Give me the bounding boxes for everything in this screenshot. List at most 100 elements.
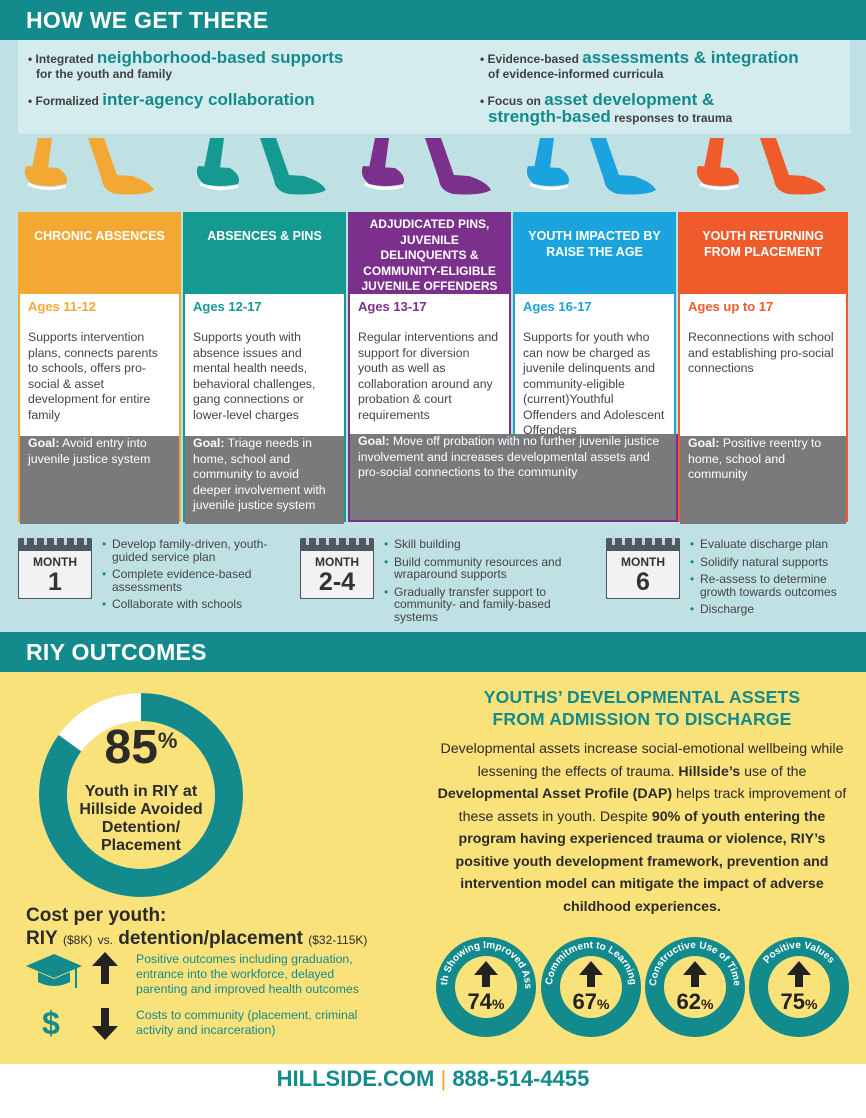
- intro-post: of evidence-informed curricula: [488, 67, 664, 81]
- intro-pre: • Integrated: [28, 52, 97, 66]
- calendar-month-number: 2-4: [318, 568, 356, 596]
- goal-label: Goal:: [193, 436, 225, 450]
- column-heading: YOUTH IMPACTED BY RAISE THE AGE: [515, 214, 674, 294]
- community-costs-text: Costs to community (placement, criminal …: [136, 1008, 358, 1037]
- badge-number: 74: [467, 989, 493, 1014]
- goal-label: Goal:: [358, 434, 390, 448]
- badge-graphic: Commitment to Learning: [541, 937, 641, 1037]
- section-title: HOW WE GET THERE: [26, 6, 269, 33]
- donut-value-arc: [39, 693, 243, 897]
- walking-feet-icon: [696, 138, 826, 195]
- percent-sign: %: [805, 996, 818, 1012]
- intro-emphasis: neighborhood-based supports: [96, 48, 344, 67]
- arrow-down-icon: [92, 1008, 118, 1040]
- cost-vs: vs.: [97, 933, 113, 947]
- dollar-icon: $: [42, 1005, 60, 1041]
- badge-number: 75: [780, 989, 806, 1014]
- column-goal: Goal: Positive reentry to home, school a…: [680, 436, 846, 524]
- step-item: Discharge: [690, 603, 858, 616]
- intro-item-3: • Evidence-based assessments & integrati…: [480, 49, 799, 82]
- walking-feet-icon: [24, 138, 154, 195]
- cost-comparison: RIY ($8K) vs. detention/placement ($32-1…: [26, 928, 367, 950]
- goal-text: Triage needs in home, school and communi…: [193, 436, 326, 512]
- intro-emphasis: asset development &: [544, 90, 715, 109]
- column-description: Reconnections with school and establishi…: [688, 330, 834, 375]
- column-goal: Goal: Avoid entry into juvenile justice …: [20, 436, 179, 524]
- badge-graphic: Positive Values: [749, 937, 849, 1037]
- column-goal: Goal: Triage needs in home, school and c…: [185, 436, 344, 524]
- badge-number: 67: [572, 989, 598, 1014]
- arrow-up-icon: [474, 961, 498, 987]
- badge-graphic: Constructive Use of Time: [645, 937, 745, 1037]
- donut-percentage: 85%: [36, 720, 246, 775]
- column-ages: Ages 12-17: [185, 294, 344, 330]
- percent-sign: %: [157, 728, 178, 753]
- column-heading: CHRONIC ABSENCES: [20, 214, 179, 294]
- goal-text: Move off probation with no further juven…: [358, 434, 660, 479]
- intro-box: • Integrated neighborhood-based supports…: [18, 40, 850, 134]
- step-item: Develop family-driven, youth-guided serv…: [102, 538, 272, 563]
- column-description: Supports intervention plans, connects pa…: [28, 330, 158, 422]
- step-item: Gradually transfer support to community-…: [384, 585, 574, 624]
- column-ages: Ages up to 17: [680, 294, 846, 330]
- assets-body-bold: Developmental Asset Profile (DAP): [437, 786, 673, 802]
- assets-title: YOUTHS’ DEVELOPMENTAL ASSETS FROM ADMISS…: [434, 686, 850, 730]
- section-header-riy-outcomes: RIY OUTCOMES: [0, 632, 866, 672]
- column-heading: ADJUDICATED PINS, JUVENILE DELINQUENTS &…: [350, 214, 509, 294]
- month-2-4-steps: Skill building Build community resources…: [384, 538, 574, 628]
- walking-feet-icon: [361, 138, 491, 195]
- assets-title-line-1: YOUTHS’ DEVELOPMENTAL ASSETS: [483, 687, 801, 707]
- step-item: Re-assess to determine growth towards ou…: [690, 573, 858, 598]
- section-header-how-we-get-there: HOW WE GET THERE: [0, 0, 866, 40]
- column-description: Supports youth with absence issues and m…: [193, 330, 316, 422]
- goal-label: Goal:: [688, 436, 720, 450]
- column-description: Supports for youth who can now be charge…: [523, 330, 665, 437]
- assets-body: Developmental assets increase social-emo…: [432, 738, 852, 918]
- donut-value: 85: [104, 721, 158, 774]
- column-description: Regular interventions and support for di…: [358, 330, 499, 422]
- donut-label: Youth in RIY at Hillside Avoided Detenti…: [79, 783, 203, 854]
- calendar-icon: MONTH 6: [605, 535, 681, 600]
- badge-number: 62: [676, 989, 702, 1014]
- step-item: Build community resources and wraparound…: [384, 555, 574, 581]
- intro-post: responses to trauma: [610, 111, 733, 125]
- arrow-up-icon: [787, 961, 811, 987]
- badge-value: 74%: [434, 989, 538, 1015]
- walking-feet-icon: [196, 138, 326, 195]
- calendar-month-label: MONTH: [621, 555, 665, 569]
- calendar-month-label: MONTH: [315, 555, 359, 569]
- intro-item-4: • Focus on asset development & strength-…: [480, 90, 733, 126]
- step-item: Solidify natural supports: [690, 555, 858, 569]
- percent-sign: %: [492, 996, 505, 1012]
- calendar-graphic: [299, 535, 375, 600]
- percent-sign: %: [701, 996, 714, 1012]
- column-heading: YOUTH RETURNING FROM PLACEMENT: [680, 214, 846, 294]
- column-goal-shared: Goal: Move off probation with no further…: [348, 434, 678, 522]
- cost-detention: detention/placement: [118, 928, 303, 949]
- calendar-month-label: MONTH: [33, 555, 77, 569]
- outcome-donut-chart: [39, 693, 243, 897]
- calendar-graphic: [17, 535, 93, 600]
- assets-title-line-2: FROM ADMISSION TO DISCHARGE: [492, 709, 792, 729]
- goal-text: Avoid entry into juvenile justice system: [28, 436, 151, 466]
- footer: HILLSIDE.COM | 888-514-4455: [0, 1066, 866, 1102]
- footer-website-link[interactable]: HILLSIDE.COM: [276, 1066, 435, 1091]
- column-heading: ABSENCES & PINS: [185, 214, 344, 294]
- footer-phone-link[interactable]: 888-514-4455: [452, 1066, 590, 1091]
- step-item: Evaluate discharge plan: [690, 538, 858, 551]
- goal-text: Positive reentry to home, school and com…: [688, 436, 822, 481]
- asset-badge: Youth Showing Improved Assets 74%: [431, 927, 538, 1039]
- arrow-up-icon: [92, 952, 118, 984]
- section-title: RIY OUTCOMES: [26, 638, 207, 665]
- column-chronic-absences: CHRONIC ABSENCES Ages 11-12 Supports int…: [18, 212, 181, 524]
- badge-value: 75%: [747, 989, 851, 1015]
- footer-separator: |: [440, 1066, 447, 1091]
- month-6-steps: Evaluate discharge plan Solidify natural…: [690, 538, 858, 621]
- column-ages: Ages 11-12: [20, 294, 179, 330]
- column-ages: Ages 13-17: [350, 294, 509, 330]
- cost-detention-amount: ($32-115K): [308, 933, 368, 947]
- assets-body-bold: Hillside’s: [678, 763, 741, 780]
- calendar-month-number: 1: [48, 568, 62, 596]
- graduation-cap-icon: [26, 954, 82, 988]
- positive-outcomes-text: Positive outcomes including graduation, …: [136, 952, 359, 996]
